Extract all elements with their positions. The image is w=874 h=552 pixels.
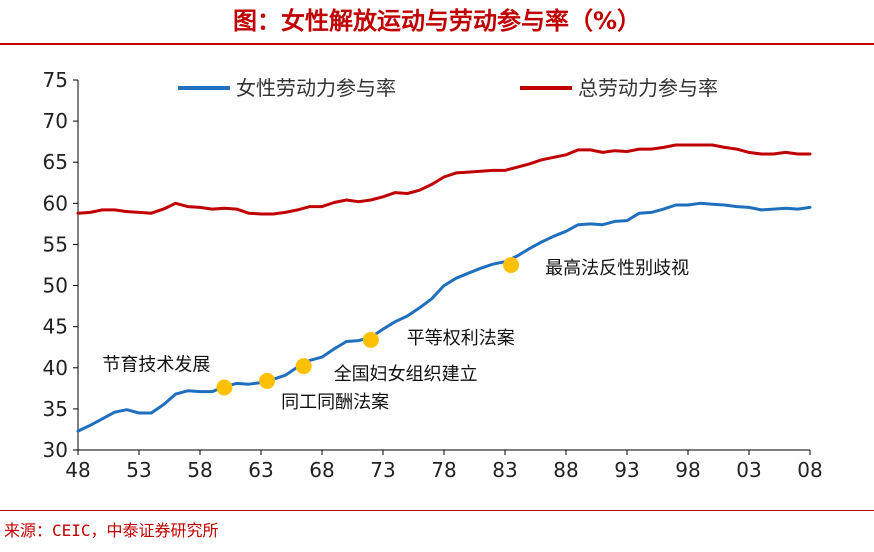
x-tick-label: 53 bbox=[126, 458, 151, 482]
source-rule bbox=[0, 510, 874, 511]
x-tick-label: 88 bbox=[553, 458, 578, 482]
event-marker bbox=[362, 331, 379, 348]
x-tick-label: 08 bbox=[797, 458, 822, 482]
chart-title: 图：女性解放运动与劳动参与率（%） bbox=[232, 7, 642, 35]
y-tick-label: 40 bbox=[43, 356, 68, 380]
y-tick-label: 65 bbox=[43, 150, 68, 174]
source-note: 来源：CEIC，中泰证券研究所 bbox=[4, 521, 219, 540]
x-tick-label: 98 bbox=[675, 458, 700, 482]
event-marker bbox=[216, 379, 233, 396]
y-tick-label: 60 bbox=[43, 191, 68, 215]
x-tick-label: 73 bbox=[370, 458, 395, 482]
event-label: 最高法反性别歧视 bbox=[545, 258, 689, 279]
y-tick-label: 70 bbox=[43, 109, 68, 133]
x-tick-label: 83 bbox=[492, 458, 517, 482]
event-marker bbox=[503, 257, 520, 273]
x-tick-label: 03 bbox=[736, 458, 761, 482]
y-tick-label: 35 bbox=[43, 397, 68, 421]
event-marker bbox=[295, 358, 312, 375]
event-label: 节育技术发展 bbox=[102, 355, 210, 376]
title-rule bbox=[0, 43, 874, 45]
y-tick-label: 55 bbox=[43, 232, 68, 256]
y-tick-label: 50 bbox=[43, 274, 68, 298]
x-tick-label: 68 bbox=[309, 458, 334, 482]
y-tick-label: 75 bbox=[43, 68, 68, 92]
x-tick-label: 58 bbox=[187, 458, 212, 482]
legend-total-label: 总劳动力参与率 bbox=[578, 76, 718, 100]
event-label: 全国妇女组织建立 bbox=[334, 364, 478, 385]
x-tick-label: 93 bbox=[614, 458, 639, 482]
x-tick-label: 63 bbox=[248, 458, 273, 482]
legend-female-label: 女性劳动力参与率 bbox=[236, 76, 396, 100]
total-participation-line bbox=[76, 143, 812, 216]
x-tick-label: 78 bbox=[431, 458, 456, 482]
event-label: 平等权利法案 bbox=[407, 328, 515, 349]
female-participation-line bbox=[76, 201, 812, 433]
y-tick-label: 45 bbox=[43, 315, 68, 339]
x-tick-label: 48 bbox=[65, 458, 90, 482]
event-marker bbox=[259, 372, 276, 389]
y-tick-label: 30 bbox=[43, 438, 68, 462]
event-label: 同工同酬法案 bbox=[281, 392, 389, 413]
